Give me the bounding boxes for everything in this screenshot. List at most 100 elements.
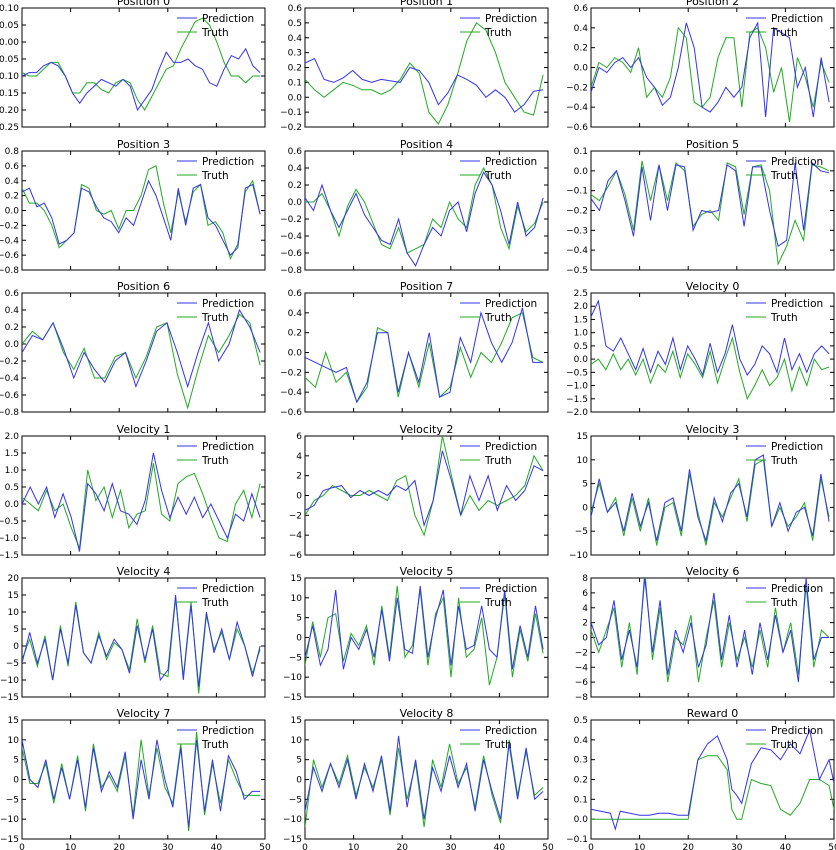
y-tick-label: 0.4 [288,164,303,174]
y-tick-label: 1.0 [5,466,20,476]
y-tick-label: 8 [582,574,588,584]
subplot-title: Position 4 [400,138,453,151]
y-tick-label: 1.5 [5,449,19,459]
subplot-title: Position 0 [117,0,170,8]
x-tick-label: 0 [588,843,594,850]
series-prediction-line [22,452,261,552]
y-tick-label: 5 [296,614,302,624]
legend-prediction-label: Prediction [202,13,254,25]
subplot-title: Position 6 [117,280,170,293]
legend-truth-label: Truth [770,27,798,39]
legend-prediction-label: Prediction [771,298,823,310]
subplot: Position 3 −0.8 −0.6 −0.4 −0.2 0.0 0.2 0.4 0.6 0.… [0,138,266,276]
y-tick-label: 10 [8,736,20,746]
series-prediction-line [22,739,261,828]
subplot: Velocity 2 −6 −4 −2 0 2 4 6 Prediction Truth [289,423,549,561]
legend: Prediction Truth [460,298,537,324]
y-tick-label: 4 [296,452,302,462]
y-tick-label: 0.5 [5,483,19,493]
y-tick-label: −0.20 [0,106,19,116]
subplot: Velocity 0 −2.0 −1.5 −1.0 −0.5 0.0 0.5 1.0 1.5 2.… [566,280,835,418]
y-tick-label: −0.2 [280,215,302,225]
y-tick-label: −2.0 [566,408,588,418]
y-tick-label: 2.0 [5,432,20,442]
series-truth-line [591,755,834,820]
y-tick-label: −0.6 [0,251,19,261]
subplot-title: Position 7 [400,280,453,293]
y-tick-label: −0.4 [566,246,588,256]
legend: Prediction Truth [177,298,254,324]
y-tick-label: 2 [296,472,302,482]
y-tick-label: 0.6 [5,162,20,172]
y-tick-label: −0.25 [0,123,19,133]
y-tick-label: 0.5 [574,342,588,352]
y-tick-label: −0.4 [566,103,588,113]
legend-truth-label: Truth [770,170,798,182]
y-tick-label: 0.4 [5,177,20,187]
series-truth-line [591,26,830,123]
subplot: Velocity 1 −1.5 −1.0 −0.5 0.0 0.5 1.0 1.5 2.0 Pre… [0,423,266,561]
subplot: Position 4 −0.8 −0.6 −0.4 −0.2 0.0 0.2 0.4 0.6 Pr… [280,138,549,276]
y-tick-label: −0.3 [566,226,588,236]
subplot-title: Velocity 7 [117,707,171,720]
y-tick-label: −1.5 [566,395,588,405]
legend-truth-label: Truth [484,739,512,751]
y-tick-label: −0.2 [566,83,588,93]
plot-frame [590,719,835,840]
subplot: Velocity 5 −15 −10 −5 0 5 10 15 Prediction Truth [283,565,549,703]
series-prediction-line [22,594,261,687]
subplot: Velocity 7 −15 −10 −5 0 5 10 15 0 10 20 30 40 50 Predi… [0,707,271,850]
y-tick-label: 0 [296,634,302,644]
y-tick-label: −0.4 [280,388,302,398]
legend-prediction-label: Prediction [485,298,537,310]
y-tick-label: 0.2 [5,323,19,333]
y-tick-label: −10 [0,676,19,686]
y-tick-label: 6 [582,589,588,599]
x-tick-label: 0 [302,843,308,850]
y-tick-label: 0.10 [0,4,19,14]
y-tick-label: −5 [6,795,19,805]
subplot-title: Position 5 [686,138,739,151]
subplot: Position 7 −0.6 −0.4 −0.2 0.0 0.2 0.4 0.6 Predic… [280,280,549,418]
series-prediction-line [305,57,544,113]
series-truth-line [22,313,261,410]
x-tick-label: 20 [113,843,125,850]
y-tick-label: −0.4 [0,374,19,384]
y-tick-label: −10 [283,673,302,683]
subplot-title: Position 2 [686,0,739,8]
y-tick-label: 0.6 [574,4,589,14]
y-tick-label: −0.6 [566,123,588,133]
y-tick-label: 20 [8,574,20,584]
legend-truth-label: Truth [201,312,229,324]
series-prediction-line [591,21,830,118]
y-tick-label: 0.1 [574,147,588,157]
y-tick-label: 0 [296,776,302,786]
x-tick-label: 10 [348,843,360,850]
y-tick-label: −0.6 [0,391,19,401]
x-tick-label: 40 [494,843,506,850]
y-tick-label: 15 [291,716,302,726]
legend-prediction-label: Prediction [485,583,537,595]
y-tick-label: −0.05 [0,55,19,65]
legend-truth-label: Truth [484,597,512,609]
series-prediction-line [591,454,830,543]
subplot: Position 1 −0.2 −0.1 0.0 0.1 0.2 0.3 0.4 0.5 0.6 P… [280,0,549,133]
y-tick-label: 0.0 [574,355,589,365]
y-tick-label: 0.6 [288,289,303,299]
legend-prediction-label: Prediction [771,725,823,737]
subplot-title: Position 1 [400,0,453,8]
y-tick-label: −1.5 [0,551,19,561]
subplot-title: Velocity 3 [686,423,740,436]
subplot-title: Velocity 6 [686,565,740,578]
y-tick-label: 0.4 [288,309,303,319]
y-tick-label: 0.0 [574,64,589,74]
y-tick-label: −2 [575,648,588,658]
y-tick-label: −0.8 [0,266,19,276]
series-prediction-line [22,179,261,256]
y-tick-label: −0.1 [566,835,588,845]
y-tick-label: 0.4 [574,736,589,746]
y-tick-label: −0.10 [0,72,19,82]
y-tick-label: 0 [582,503,588,513]
legend: Prediction Truth [177,725,254,751]
